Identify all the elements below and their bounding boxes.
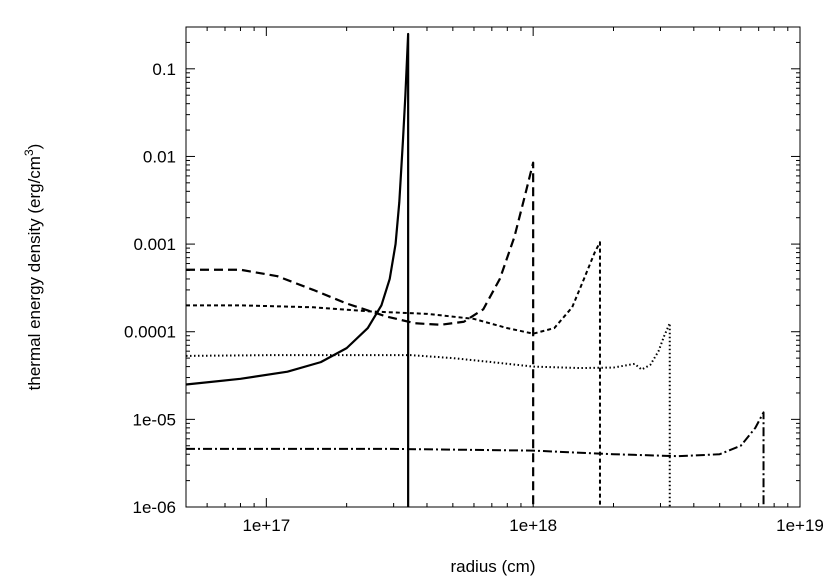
series-line-short-dashed	[186, 241, 601, 507]
y-tick-label: 0.01	[143, 147, 176, 166]
series-line-dotted	[185, 322, 671, 507]
y-tick-label: 0.001	[133, 235, 176, 254]
x-tick-label: 1e+19	[776, 516, 824, 535]
x-axis-label: radius (cm)	[450, 557, 535, 576]
y-tick-label: 1e-06	[133, 498, 176, 517]
series-line-solid	[185, 32, 410, 507]
series-line-dash-dot	[186, 411, 765, 507]
y-tick-label: 1e-05	[133, 410, 176, 429]
series-layer	[185, 32, 765, 507]
series-line-dashed	[186, 161, 535, 507]
x-tick-label: 1e+18	[509, 516, 557, 535]
x-tick-label: 1e+17	[242, 516, 290, 535]
y-axis-label-superscript: 3	[22, 149, 36, 156]
y-tick-label: 0.0001	[124, 323, 176, 342]
y-axis-label: thermal energy density (erg/cm3)	[22, 144, 44, 391]
y-axis-label-close: )	[25, 144, 44, 150]
y-tick-label: 0.1	[152, 60, 176, 79]
plot-frame	[185, 26, 801, 508]
ticks: 1e+17 1e+18 1e+19 1e-06 1e-05 0.0001 0.001 0.01…	[124, 27, 824, 535]
